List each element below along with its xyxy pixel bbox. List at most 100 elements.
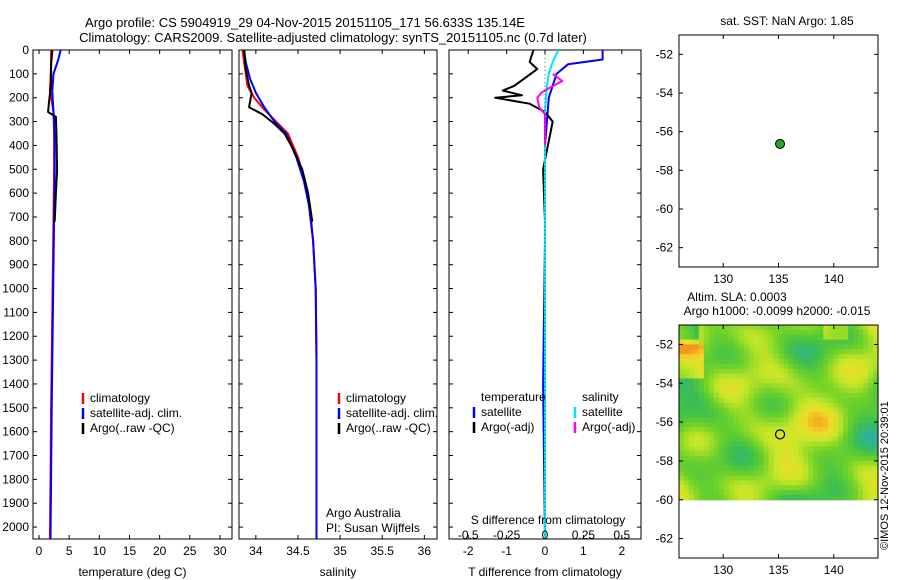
heatmap-cell — [858, 354, 864, 360]
heatmap-cell — [873, 349, 879, 355]
heatmap-cell — [818, 349, 824, 355]
heatmap-cell — [858, 329, 864, 336]
series-line-salinity-satellite — [544, 49, 560, 539]
y-tick-label: -62 — [656, 241, 674, 255]
heatmap-cell — [783, 436, 790, 443]
heatmap-cell — [798, 422, 804, 428]
heatmap-cell — [693, 412, 700, 418]
heatmap-cell — [788, 388, 795, 394]
heatmap-cell — [718, 388, 725, 394]
heatmap-cell — [773, 368, 780, 375]
heatmap-cell — [748, 494, 755, 501]
heatmap-cell — [793, 417, 799, 423]
heatmap-cell — [713, 431, 720, 438]
heatmap-cell — [838, 397, 844, 404]
heatmap-cell — [848, 373, 854, 379]
heatmap-cell — [763, 363, 770, 370]
heatmap-cell — [753, 392, 760, 399]
heatmap-cell — [693, 349, 700, 355]
heatmap-cell — [818, 402, 824, 409]
heatmap-cell — [818, 373, 824, 379]
heatmap-cell — [753, 383, 760, 389]
x-tick-label: 10 — [93, 544, 107, 558]
heatmap-cell — [873, 344, 879, 350]
heatmap-cell — [683, 392, 690, 399]
heatmap-cell — [713, 363, 720, 370]
heatmap-cell — [698, 470, 705, 477]
heatmap-cell — [818, 460, 824, 467]
heatmap-cell — [688, 373, 695, 379]
heatmap-cell — [798, 397, 804, 404]
heatmap-cell — [863, 446, 869, 452]
heatmap-cell — [688, 422, 695, 428]
heatmap-cell — [798, 494, 804, 501]
heatmap-cell — [733, 392, 740, 399]
x-tick-label: 20 — [153, 544, 167, 558]
salinity-axis-label: S difference from climatology — [471, 513, 626, 527]
heatmap-cell — [858, 460, 864, 467]
heatmap-cell — [768, 363, 775, 370]
heatmap-cell — [698, 339, 705, 346]
heatmap-cell — [868, 431, 874, 438]
heatmap-cell — [788, 402, 795, 409]
heatmap-cell — [848, 431, 854, 438]
heatmap-cell — [873, 422, 879, 428]
heatmap-cell — [833, 358, 839, 365]
heatmap-cell — [803, 397, 809, 404]
heatmap-cell — [683, 417, 690, 423]
heatmap-cell — [698, 441, 705, 447]
heatmap-cell — [738, 417, 745, 423]
heatmap-cell — [803, 334, 809, 341]
heatmap-cell — [768, 407, 775, 413]
heatmap-cell — [703, 431, 710, 438]
heatmap-cell — [733, 325, 740, 331]
heatmap-cell — [773, 465, 780, 472]
heatmap-cell — [783, 392, 790, 399]
heatmap-cell — [773, 441, 780, 447]
heatmap-cell — [793, 339, 799, 346]
heatmap-cell — [838, 325, 844, 331]
heatmap-cell — [863, 339, 869, 346]
heatmap-cell — [738, 378, 745, 384]
heatmap-cell — [758, 465, 765, 472]
heatmap-cell — [728, 383, 735, 389]
heatmap-cell — [778, 456, 785, 462]
heatmap-cell — [743, 349, 750, 355]
heatmap-cell — [758, 363, 765, 370]
heatmap-cell — [728, 397, 735, 404]
heatmap-cell — [743, 412, 750, 418]
heatmap-cell — [813, 388, 819, 394]
heatmap-cell — [793, 329, 799, 336]
heatmap-cell — [738, 494, 745, 501]
heatmap-cell — [688, 339, 695, 346]
heatmap-cell — [798, 358, 804, 365]
heatmap-cell — [748, 460, 755, 467]
heatmap-cell — [853, 358, 859, 365]
heatmap-cell — [713, 334, 720, 341]
heatmap-cell — [863, 368, 869, 375]
heatmap-cell — [858, 480, 864, 486]
heatmap-cell — [679, 490, 685, 496]
heatmap-cell — [683, 490, 690, 496]
heatmap-cell — [679, 397, 685, 404]
heatmap-cell — [708, 373, 715, 379]
heatmap-cell — [793, 485, 799, 491]
heatmap-cell — [768, 494, 775, 501]
heatmap-cell — [748, 490, 755, 496]
heatmap-cell — [813, 451, 819, 457]
heatmap-cell — [853, 417, 859, 423]
heatmap-cell — [858, 325, 864, 331]
heatmap-cell — [788, 422, 795, 428]
heatmap-cell — [783, 431, 790, 438]
heatmap-cell — [813, 460, 819, 467]
heatmap-cell — [813, 358, 819, 365]
heatmap-cell — [788, 485, 795, 491]
heatmap-cell — [708, 485, 715, 491]
heatmap-cell — [703, 451, 710, 457]
heatmap-cell — [768, 422, 775, 428]
heatmap-cell — [793, 446, 799, 452]
heatmap-cell — [833, 349, 839, 355]
heatmap-cell — [793, 490, 799, 496]
heatmap-cell — [718, 383, 725, 389]
heatmap-cell — [723, 334, 730, 341]
